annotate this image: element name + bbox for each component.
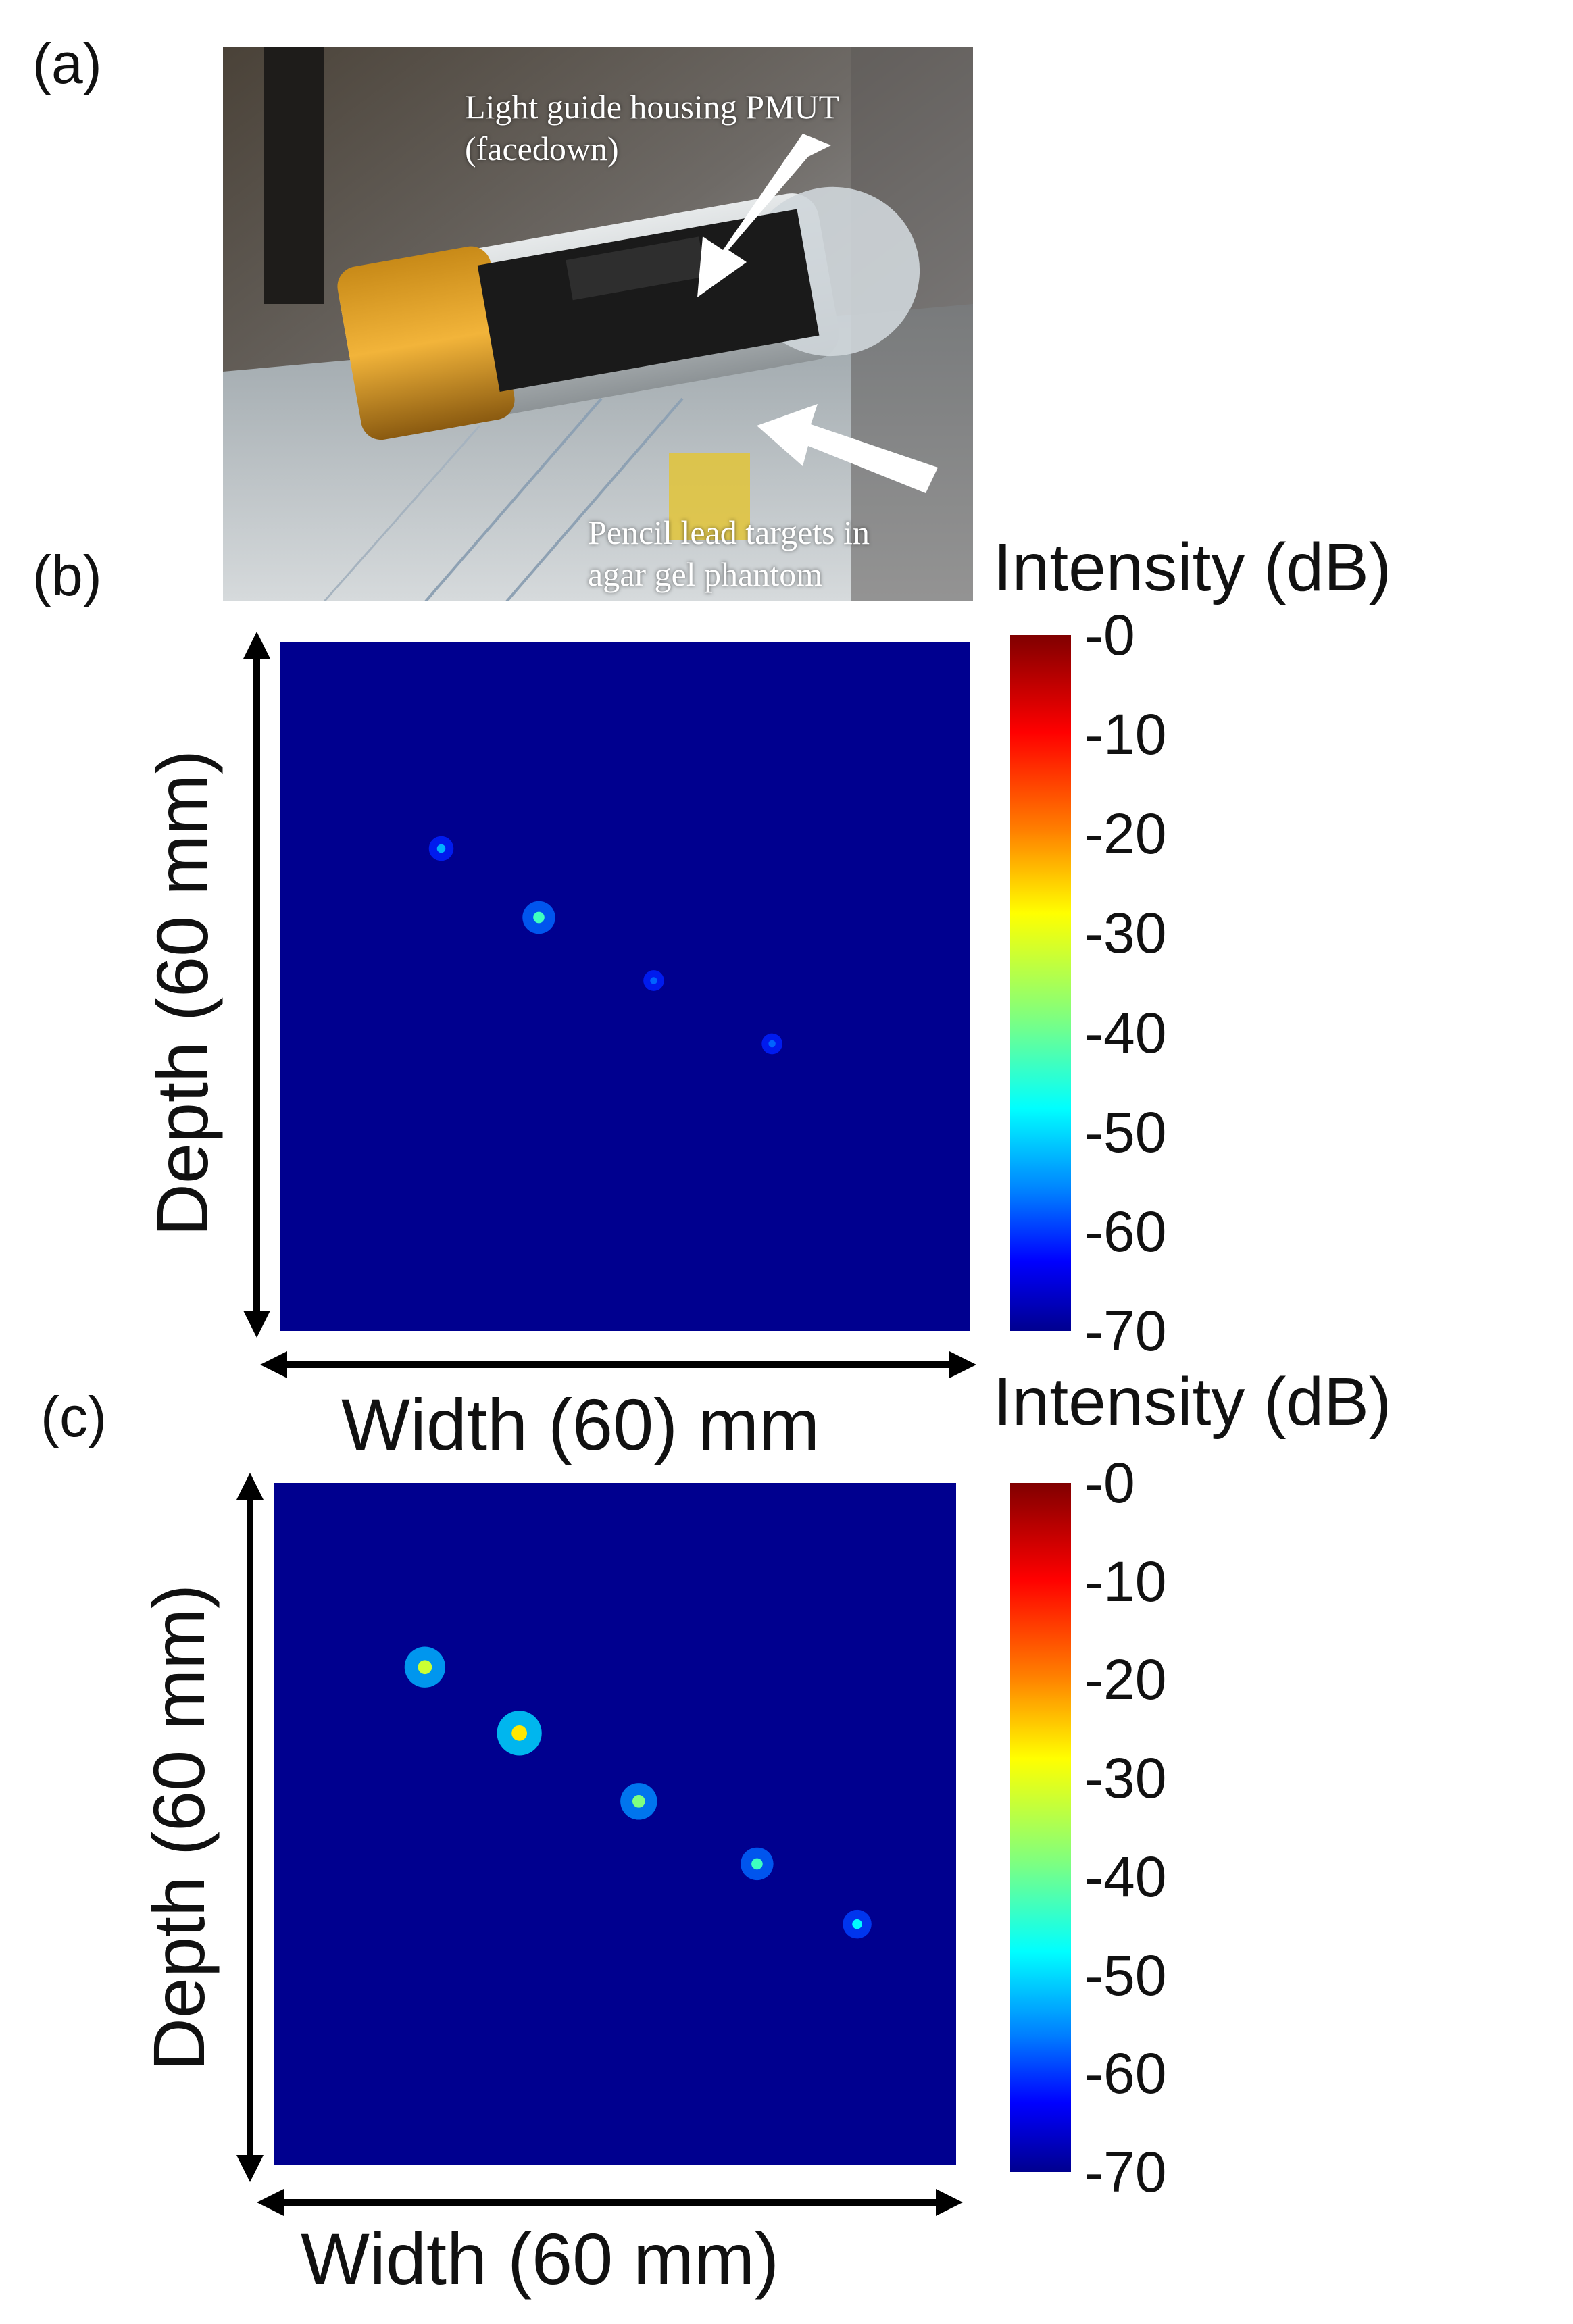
colorbar-b-ticks: -0 -10 -20 -30 -40 -50 -60 -70 (1084, 607, 1287, 1359)
colorbar-tick-label: -0 (1084, 1451, 1135, 1515)
colorbar-tick-label: -40 (1084, 1001, 1167, 1065)
target-point-4 (751, 1858, 763, 1870)
target-point-2 (533, 911, 545, 924)
colorbar-b (1010, 635, 1071, 1331)
annotation-light-guide-line2: (facedown) (465, 130, 619, 168)
heatmap-c-plot (404, 1646, 872, 1939)
colorbar-c-title: Intensity (dB) (993, 1364, 1392, 1440)
colorbar-tick-label: -10 (1084, 1549, 1167, 1613)
heatmap-b-plot (428, 836, 782, 1055)
xlabel-c: Width (60 mm) (301, 2218, 780, 2300)
colorbar-tick-label: -60 (1084, 2042, 1167, 2106)
colorbar-tick-label: -70 (1084, 1299, 1167, 1363)
target-point-3 (650, 977, 657, 984)
colorbar-tick-label: -20 (1084, 802, 1167, 866)
heatmap-c (274, 1483, 956, 2165)
target-point-1 (436, 844, 446, 853)
colorbar-tick-label: -50 (1084, 1100, 1167, 1164)
photo-illustration (223, 47, 973, 601)
xlabel-b: Width (60) mm (341, 1384, 820, 1465)
colorbar-tick-label: -40 (1084, 1844, 1167, 1909)
target-point-5 (852, 1919, 862, 1929)
arrow-top-icon (697, 134, 831, 297)
ylabel-c: Depth (60 mm) (138, 1584, 220, 2071)
colorbar-b-title: Intensity (dB) (993, 530, 1392, 605)
colorbar-tick-label: -50 (1084, 1943, 1167, 2007)
colorbar-tick-label: -30 (1084, 901, 1167, 965)
colorbar-tick-label: -0 (1084, 603, 1135, 667)
depth-arrow-c (236, 1473, 264, 2182)
experimental-setup-photo: Light guide housing PMUT (facedown) Penc… (223, 47, 973, 601)
target-point-3 (632, 1794, 645, 1808)
width-arrow-b (260, 1351, 976, 1378)
annotation-pencil-line2: agar gel phantom (588, 555, 823, 593)
width-arrow-c (257, 2189, 963, 2216)
depth-arrow-b (243, 632, 270, 1338)
colorbar-tick-label: -70 (1084, 2140, 1167, 2204)
ylabel-b: Depth (60 mm) (141, 749, 223, 1237)
colorbar-tick-label: -10 (1084, 703, 1167, 767)
target-point-2 (511, 1725, 527, 1741)
target-point-1 (418, 1660, 432, 1675)
colorbar-tick-label: -60 (1084, 1199, 1167, 1263)
arrow-bottom-icon (757, 404, 938, 493)
target-point-4 (768, 1040, 776, 1048)
colorbar-tick-label: -20 (1084, 1648, 1167, 1712)
panel-a-label: (a) (32, 32, 102, 95)
annotation-pencil-line1: Pencil lead targets in (588, 513, 870, 551)
annotation-light-guide-line1: Light guide housing PMUT (465, 88, 840, 126)
colorbar-c (1010, 1483, 1071, 2172)
panel-c-label: (c) (41, 1385, 107, 1448)
heatmap-b (280, 642, 970, 1331)
colorbar-tick-label: -30 (1084, 1746, 1167, 1811)
colorbar-c-ticks: -0 -10 -20 -30 -40 -50 -60 -70 (1084, 1455, 1287, 2200)
panel-b-label: (b) (32, 544, 102, 607)
